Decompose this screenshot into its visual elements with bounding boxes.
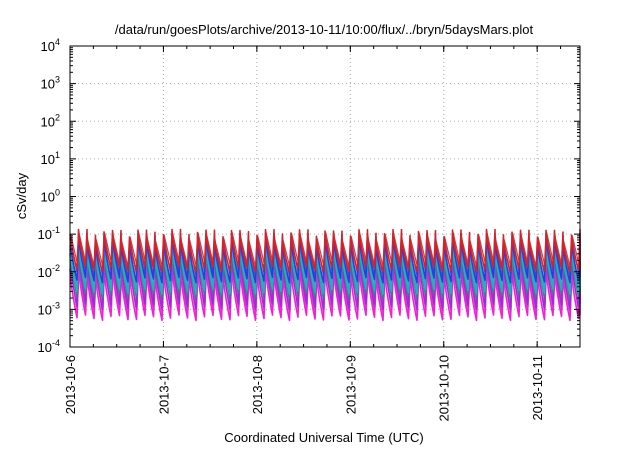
x-tick-label: 2013-10-6 [63,355,78,414]
series-line [69,248,581,310]
x-tick-label: 2013-10-8 [250,355,265,414]
y-tick-label: 10-4 [38,338,60,355]
y-tick-label: 10-2 [38,263,60,280]
y-axis: 10-4 10-3 10-2 10-1 100 101 102 103 104 [38,37,580,355]
series-line [69,228,581,273]
y-tick-label: 100 [41,188,60,205]
y-tick-label: 10-3 [38,300,60,317]
series-line [69,263,581,322]
series-layer [69,228,581,322]
x-tick-label: 2013-10-11 [530,355,545,421]
x-axis: 2013-10-6 2013-10-7 2013-10-8 2013-10-9 2013… [63,46,562,422]
series-line [69,240,581,295]
y-axis-label: cSv/day [14,172,29,219]
y-tick-label: 101 [41,150,60,167]
y-tick-label: 103 [41,75,60,92]
series-line [70,232,581,269]
y-tick-label: 102 [41,112,60,129]
chart-title: /data/run/goesPlots/archive/2013-10-11/1… [115,22,534,37]
x-tick-label: 2013-10-9 [343,355,358,414]
x-tick-label: 2013-10-10 [437,355,452,422]
x-tick-label: 2013-10-7 [156,355,171,414]
y-tick-label: 10-1 [38,225,60,242]
x-axis-label: Coordinated Universal Time (UTC) [224,430,423,445]
y-tick-label: 104 [41,37,60,54]
series-line [69,232,581,284]
